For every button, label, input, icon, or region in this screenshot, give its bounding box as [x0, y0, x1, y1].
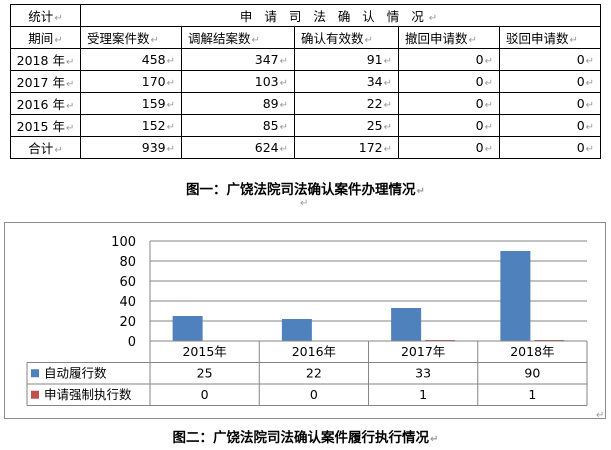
legend-label: 申请强制执行数	[44, 387, 132, 402]
bar-series1	[500, 251, 531, 341]
table-cell: 159↵	[80, 92, 182, 115]
table-cell: 0↵	[498, 48, 602, 71]
table-row: 2017 年↵ 170↵ 103↵ 34↵ 0↵ 0↵	[10, 70, 602, 93]
data-value-label: 33	[415, 366, 431, 381]
table-cell: 152↵	[80, 114, 182, 137]
data-value-label: 0	[310, 387, 318, 402]
corner-header-top: 统计↵	[10, 4, 81, 27]
category-label: 2015年	[182, 344, 226, 359]
table-cell: 103↵	[181, 70, 295, 93]
row-label: 2015 年↵	[10, 114, 81, 137]
data-value-label: 0	[201, 387, 209, 402]
table-cell: 25↵	[294, 114, 399, 137]
category-label: 2017年	[401, 344, 445, 359]
legend-swatch	[31, 390, 39, 399]
table-cell: 0↵	[498, 92, 602, 115]
column-header: 确认有效数↵	[294, 26, 399, 49]
table-row: 2015 年↵ 152↵ 85↵ 25↵ 0↵ 0↵	[10, 114, 602, 137]
y-tick-label: 40	[119, 295, 136, 310]
table-cell: 0↵	[398, 114, 500, 137]
legend-label: 自动履行数	[44, 366, 107, 381]
data-value-label: 90	[524, 366, 540, 381]
table-cell: 458↵	[80, 48, 182, 71]
table-cell: 85↵	[181, 114, 295, 137]
data-value-label: 1	[419, 387, 427, 402]
table-cell: 172↵	[294, 136, 399, 159]
data-value-label: 1	[528, 387, 536, 402]
paragraph-mark: ↵	[596, 410, 605, 421]
table-cell: 0↵	[398, 92, 500, 115]
row-label: 2018 年↵	[10, 48, 81, 71]
row-label: 合计↵	[10, 136, 81, 159]
table-cell: 0↵	[498, 114, 602, 137]
table-cell: 0↵	[498, 136, 602, 159]
table-cell: 0↵	[398, 136, 500, 159]
category-label: 2018年	[510, 344, 554, 359]
empty-paragraph-mark: ↵	[300, 198, 309, 209]
data-value-label: 25	[197, 366, 213, 381]
y-tick-label: 60	[119, 275, 136, 290]
figure-2-caption: 图二：广饶法院司法确认案件履行执行情况↵	[172, 430, 439, 446]
figure-1-caption: 图一：广饶法院司法确认案件办理情况↵	[186, 182, 425, 198]
table-cell: 0↵	[398, 70, 500, 93]
case-statistics-table: 统计↵ 申 请 司 法 确 认 情 况↵ 期间↵ 受理案件数↵ 调解结案数↵ 确…	[10, 4, 602, 159]
table-row: 2016 年↵ 159↵ 89↵ 22↵ 0↵ 0↵	[10, 92, 602, 115]
table-cell: 89↵	[181, 92, 295, 115]
table-header-row-1: 统计↵ 申 请 司 法 确 认 情 况↵	[10, 4, 602, 27]
table-header-row-2: 期间↵ 受理案件数↵ 调解结案数↵ 确认有效数↵ 撤回申请数↵ 驳回申请数↵	[10, 26, 602, 49]
legend-swatch	[31, 369, 39, 378]
span-header: 申 请 司 法 确 认 情 况↵	[79, 4, 602, 27]
y-tick-label: 80	[119, 255, 136, 270]
category-label: 2016年	[292, 344, 336, 359]
table-cell: 170↵	[80, 70, 182, 93]
table-cell: 624↵	[181, 136, 295, 159]
column-header: 调解结案数↵	[181, 26, 295, 49]
table-cell: 0↵	[398, 48, 500, 71]
y-tick-label: 0	[128, 335, 136, 350]
row-label: 2016 年↵	[10, 92, 81, 115]
y-tick-label: 20	[119, 315, 136, 330]
table-row: 2018 年↵ 458↵ 347↵ 91↵ 0↵ 0↵	[10, 48, 602, 71]
table-total-row: 合计↵ 939↵ 624↵ 172↵ 0↵ 0↵	[10, 136, 602, 159]
table-cell: 91↵	[294, 48, 399, 71]
table-cell: 22↵	[294, 92, 399, 115]
bar-series1	[391, 308, 422, 341]
corner-header-bottom: 期间↵	[10, 26, 81, 49]
y-tick-label: 100	[111, 235, 136, 250]
table-cell: 34↵	[294, 70, 399, 93]
table-cell: 347↵	[181, 48, 295, 71]
row-label: 2017 年↵	[10, 70, 81, 93]
chart-frame: 0 20 40 60 80 100 2015年 2016年 2017年 2018年 自动履行数 25 2…	[4, 222, 606, 419]
bar-series1	[172, 316, 203, 341]
data-value-label: 22	[306, 366, 322, 381]
column-header: 驳回申请数↵	[498, 26, 602, 49]
column-header: 撤回申请数↵	[398, 26, 500, 49]
bar-series1	[281, 319, 312, 341]
table-cell: 939↵	[80, 136, 182, 159]
table-cell: 0↵	[498, 70, 602, 93]
column-header: 受理案件数↵	[80, 26, 182, 49]
